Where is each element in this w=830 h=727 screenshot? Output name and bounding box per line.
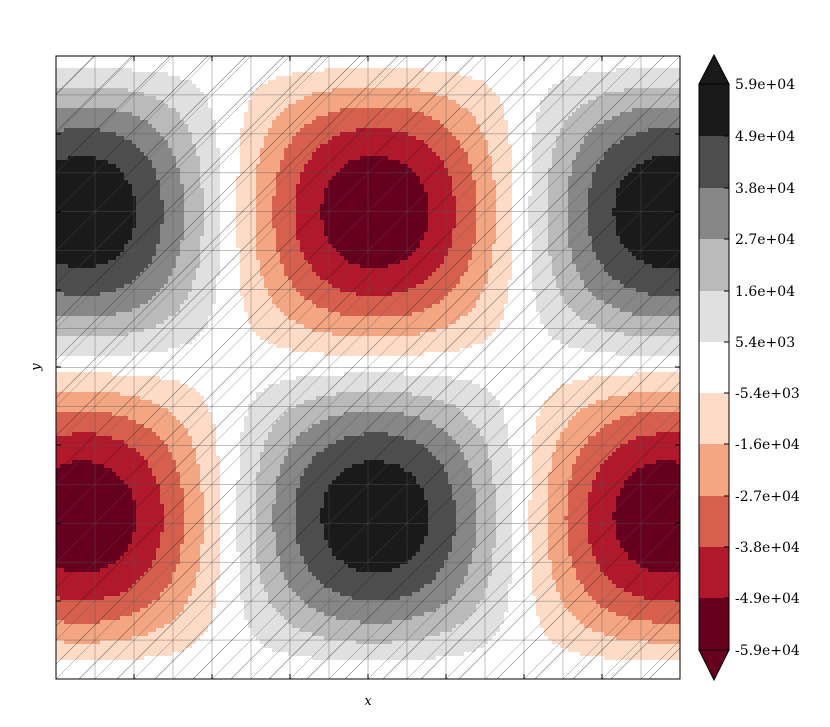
colorbar-segment	[699, 547, 729, 598]
colorbar-segment	[699, 342, 729, 393]
colorbar-segment	[699, 598, 729, 650]
colorbar-segment	[699, 239, 729, 291]
x-axis-label: x	[364, 694, 372, 709]
colorbar: 5.9e+04 4.9e+04 3.8e+04 2.7e+04 1.6e+04 5.4e+…	[698, 53, 800, 682]
colorbar-tick-label: -5.4e+03	[735, 386, 800, 402]
colorbar-tick-label: 3.8e+04	[735, 181, 795, 197]
axis-ticks	[56, 56, 680, 679]
colorbar-tick-label: -5.9e+04	[735, 643, 800, 659]
colorbar-tick-label: 2.7e+04	[735, 232, 795, 248]
colorbar-segment	[699, 393, 729, 444]
colorbar-tick-label: -1.6e+04	[735, 437, 800, 453]
colorbar-tick-label: -4.9e+04	[735, 591, 800, 607]
colorbar-tick-label: 4.9e+04	[735, 129, 795, 145]
colorbar-segment	[699, 291, 729, 342]
colorbar-extend-bottom	[698, 649, 730, 682]
colorbar-frame	[698, 83, 730, 651]
plot-area	[56, 56, 680, 679]
colorbar-segment	[699, 496, 729, 547]
colorbar-tick-label: 1.6e+04	[735, 284, 795, 300]
hatching	[56, 56, 680, 679]
colorbar-tick-label: 5.9e+04	[735, 77, 795, 93]
colorbar-segment	[699, 444, 729, 496]
colorbar-segment	[699, 84, 729, 136]
colorbar-segment	[699, 136, 729, 188]
colorbar-tick-label: -2.7e+04	[735, 489, 800, 505]
colorbar-tick-label: -3.8e+04	[735, 540, 800, 556]
y-axis-label: y	[29, 363, 44, 372]
colorbar-tick-label: 5.4e+03	[735, 335, 795, 351]
colorbar-extend-top	[698, 53, 730, 85]
colorbar-segment	[699, 188, 729, 239]
triangulation-mesh	[56, 56, 680, 679]
